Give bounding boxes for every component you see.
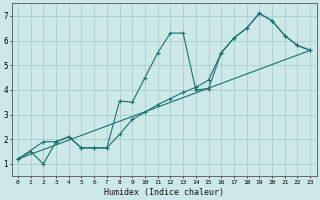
X-axis label: Humidex (Indice chaleur): Humidex (Indice chaleur)	[104, 188, 224, 197]
